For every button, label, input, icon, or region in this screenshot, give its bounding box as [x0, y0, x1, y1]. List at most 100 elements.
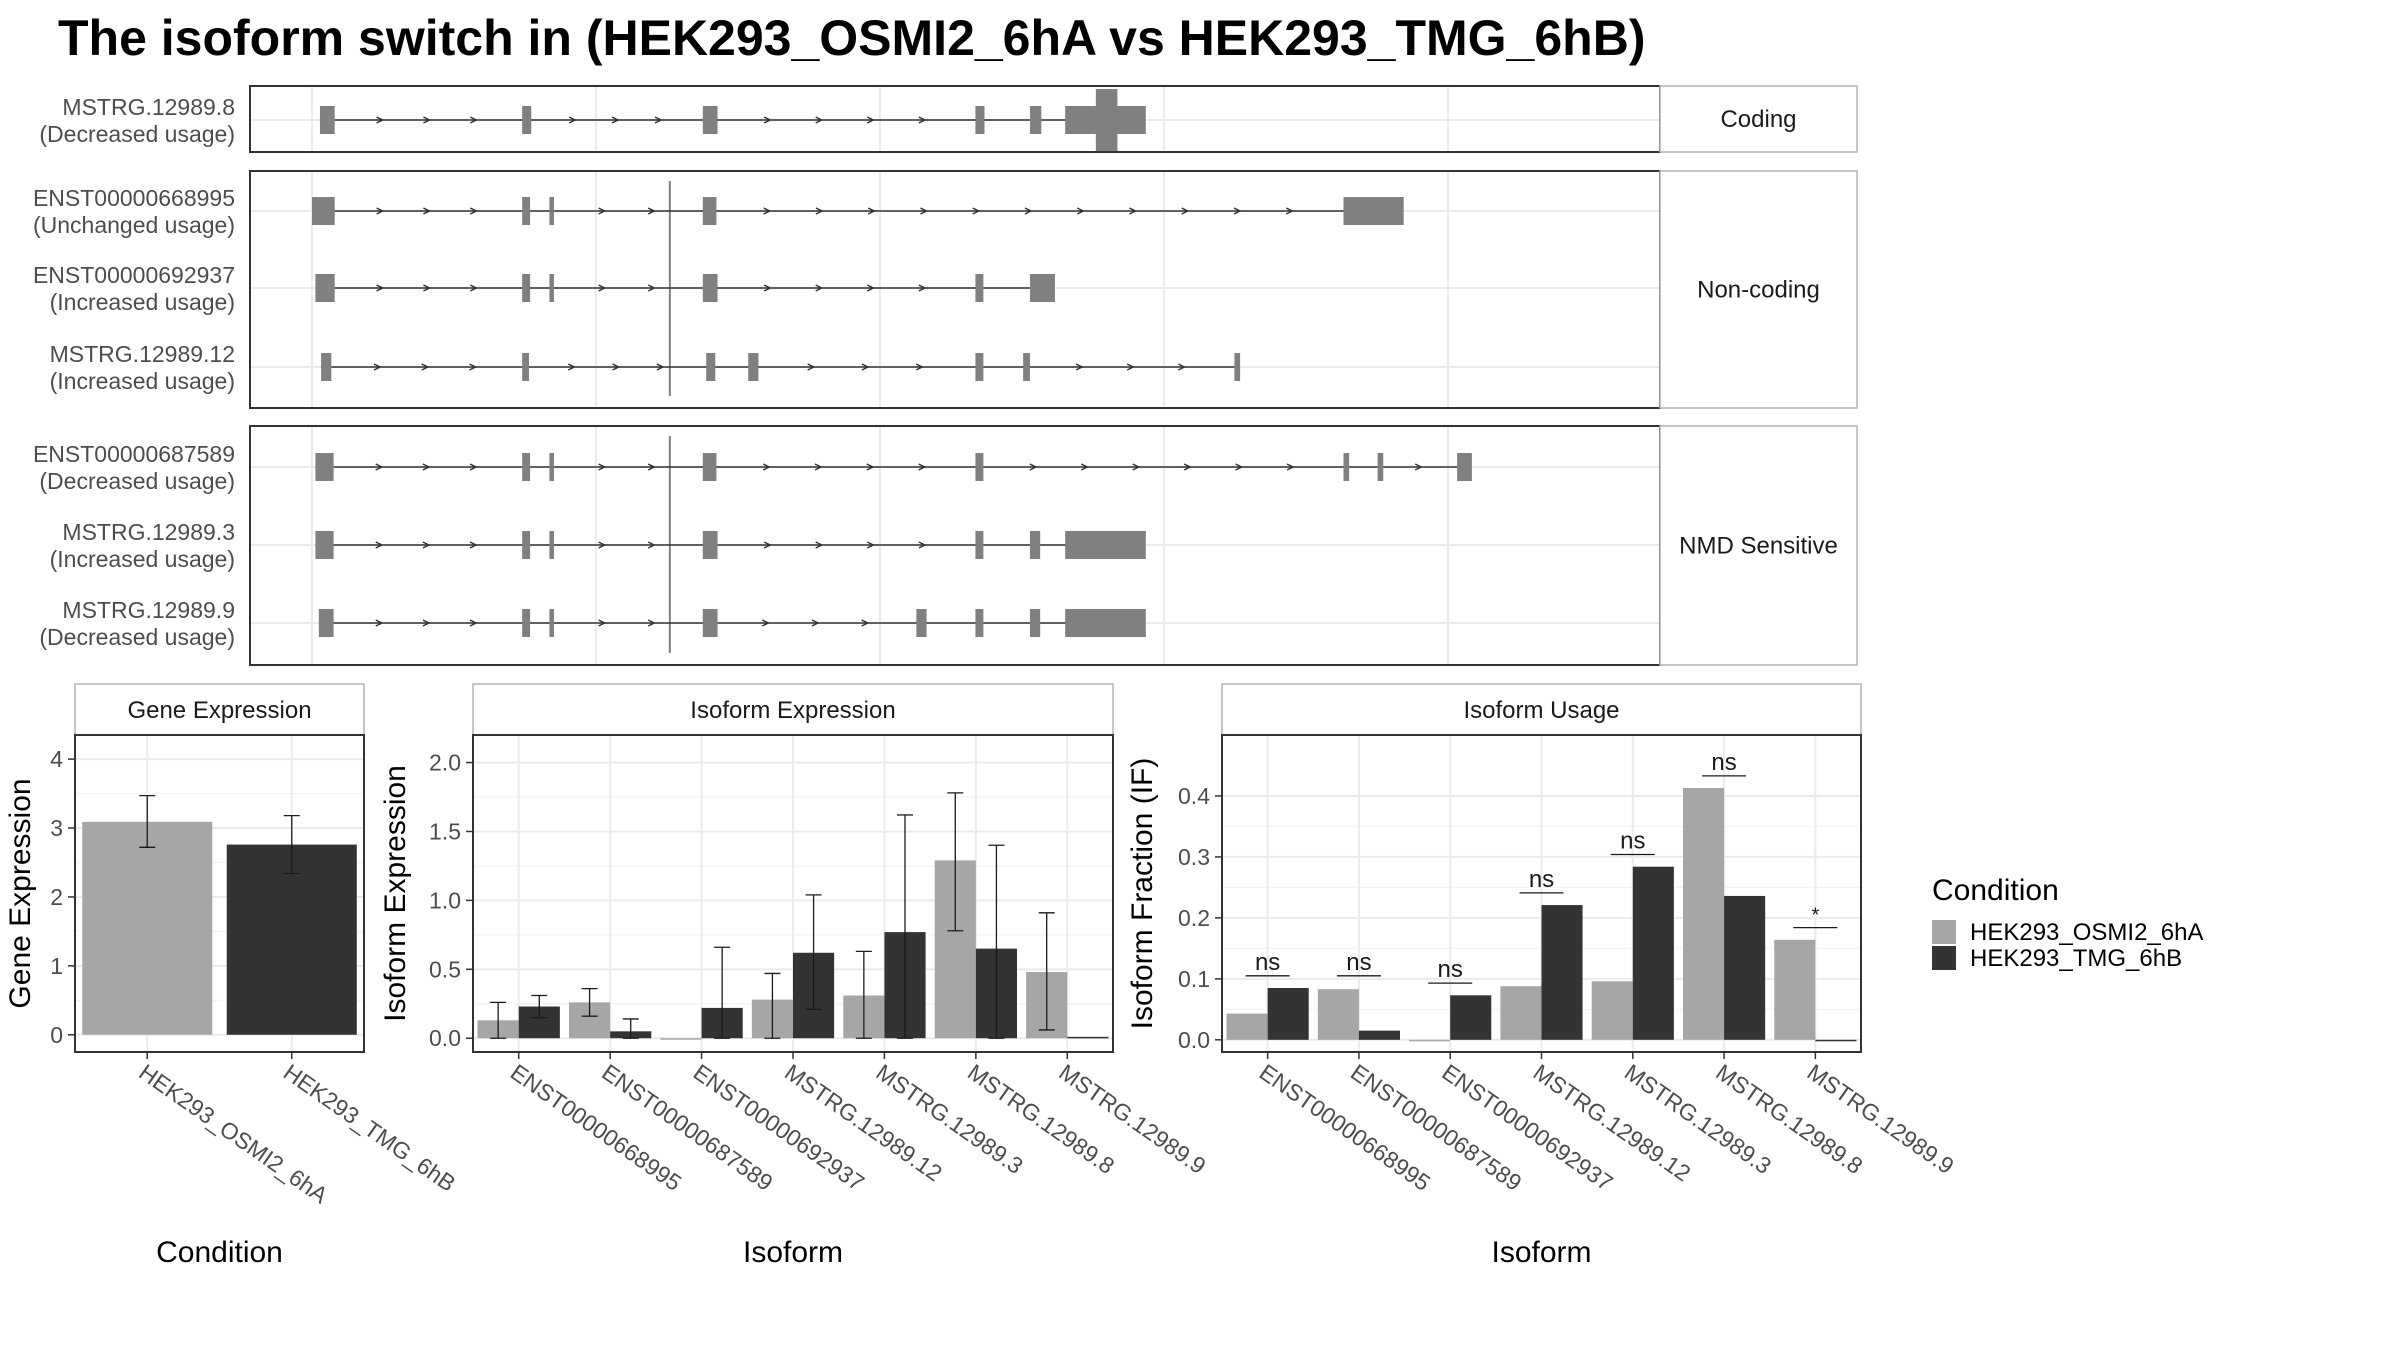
y-tick-label: 4	[50, 746, 63, 772]
x-tick-label: ENST00000692937	[689, 1059, 869, 1196]
direction-arrow	[815, 541, 824, 549]
figure-title: The isoform switch in (HEK293_OSMI2_6hA …	[58, 10, 1645, 66]
direction-arrow	[647, 541, 656, 549]
y-tick-label: 1.0	[429, 887, 461, 913]
exon-block	[975, 531, 984, 559]
legend-label: HEK293_TMG_6hB	[1970, 945, 2182, 972]
y-tick-label: 0.5	[429, 956, 461, 982]
exon-block	[1029, 274, 1055, 302]
isoform-label: ENST00000692937	[33, 262, 235, 288]
exon-block	[916, 609, 927, 637]
direction-arrow	[811, 619, 820, 627]
y-tick-label: 0.0	[429, 1025, 461, 1051]
y-tick-label: 2	[50, 884, 63, 910]
direction-arrow	[375, 619, 384, 627]
x-axis-title: Isoform	[1491, 1236, 1591, 1269]
structure-group-coding: Coding	[249, 85, 1858, 153]
direction-arrow	[866, 116, 875, 124]
y-tick-label: 2.0	[429, 750, 461, 776]
exon-block	[702, 531, 718, 559]
bar	[82, 821, 213, 1035]
isoform-row	[315, 453, 1472, 481]
direction-arrow	[598, 619, 607, 627]
isoform-label: ENST00000687589	[33, 441, 235, 467]
direction-arrow	[422, 541, 431, 549]
exon-block	[1377, 453, 1384, 481]
x-tick-label: MSTRG.12989.9	[1054, 1059, 1210, 1179]
direction-arrow	[469, 207, 478, 215]
exon-block	[1343, 453, 1350, 481]
exon-block	[549, 531, 554, 559]
direction-arrow	[866, 463, 875, 471]
legend-swatch	[1932, 946, 1956, 970]
y-tick-label: 0.3	[1178, 844, 1210, 870]
direction-arrow	[861, 619, 870, 627]
plot-border	[74, 734, 365, 1053]
direction-arrow	[807, 363, 816, 371]
y-axis-title: Gene Expression	[4, 778, 37, 1008]
exon-block	[702, 197, 717, 225]
exon-block	[549, 453, 554, 481]
exon-block	[1029, 609, 1041, 637]
direction-arrow	[421, 363, 430, 371]
bar	[1724, 895, 1766, 1040]
exon-block	[975, 453, 984, 481]
direction-arrow	[918, 284, 927, 292]
direction-arrow	[598, 463, 607, 471]
direction-arrow	[375, 541, 384, 549]
direction-arrow	[568, 116, 577, 124]
isoform-usage-label: (Decreased usage)	[39, 468, 235, 494]
direction-arrow	[656, 363, 665, 371]
direction-arrow	[567, 363, 576, 371]
y-tick-label: 0	[50, 1022, 63, 1048]
isoform-label: MSTRG.12989.9	[62, 597, 235, 623]
exon-block	[1029, 106, 1042, 134]
direction-arrow	[866, 541, 875, 549]
exon-block	[1065, 531, 1146, 559]
direction-arrow	[375, 463, 384, 471]
direction-arrow	[1080, 463, 1089, 471]
direction-arrow	[763, 116, 772, 124]
significance-label: ns	[1711, 749, 1736, 776]
y-tick-label: 1.5	[429, 818, 461, 844]
direction-arrow	[1233, 207, 1242, 215]
x-tick-label: ENST00000687589	[597, 1059, 777, 1196]
direction-arrow	[815, 284, 824, 292]
x-axis-title: Condition	[156, 1236, 283, 1269]
direction-arrow	[1029, 463, 1038, 471]
direction-arrow	[647, 284, 656, 292]
isoform-usage-label: (Unchanged usage)	[33, 212, 235, 238]
coding-region-block	[1095, 89, 1118, 151]
y-tick-label: 0.4	[1178, 783, 1210, 809]
x-tick-label: ENST00000692937	[1437, 1059, 1617, 1196]
x-tick-label: ENST00000668995	[506, 1059, 686, 1196]
direction-arrow	[1286, 463, 1295, 471]
isoform-row	[321, 353, 1241, 381]
direction-arrow	[1024, 207, 1033, 215]
x-tick-label: MSTRG.12989.12	[1529, 1059, 1696, 1187]
bar	[1317, 989, 1359, 1040]
exon-block	[522, 274, 531, 302]
direction-arrow	[422, 463, 431, 471]
direction-arrow	[763, 207, 772, 215]
direction-arrow	[761, 619, 770, 627]
exon-block	[522, 353, 529, 381]
direction-arrow	[376, 284, 385, 292]
direction-arrow	[423, 284, 432, 292]
direction-arrow	[469, 284, 478, 292]
significance-label: ns	[1620, 827, 1645, 854]
direction-arrow	[598, 284, 607, 292]
direction-arrow	[612, 363, 621, 371]
bar	[1267, 987, 1309, 1040]
bar	[1409, 1039, 1451, 1042]
direction-arrow	[918, 116, 927, 124]
isoform-usage-label: (Increased usage)	[50, 546, 235, 572]
exon-block	[1065, 609, 1146, 637]
direction-arrow	[598, 207, 607, 215]
exon-block	[522, 197, 531, 225]
significance-label: ns	[1438, 956, 1463, 983]
exon-block	[321, 353, 332, 381]
isoform-usage-panel: Isoform Usage 0.0 0.1 0.2 0.3 0.4 ns ns ns ns ns ns…	[1126, 683, 1959, 1269]
exon-block	[1234, 353, 1241, 381]
